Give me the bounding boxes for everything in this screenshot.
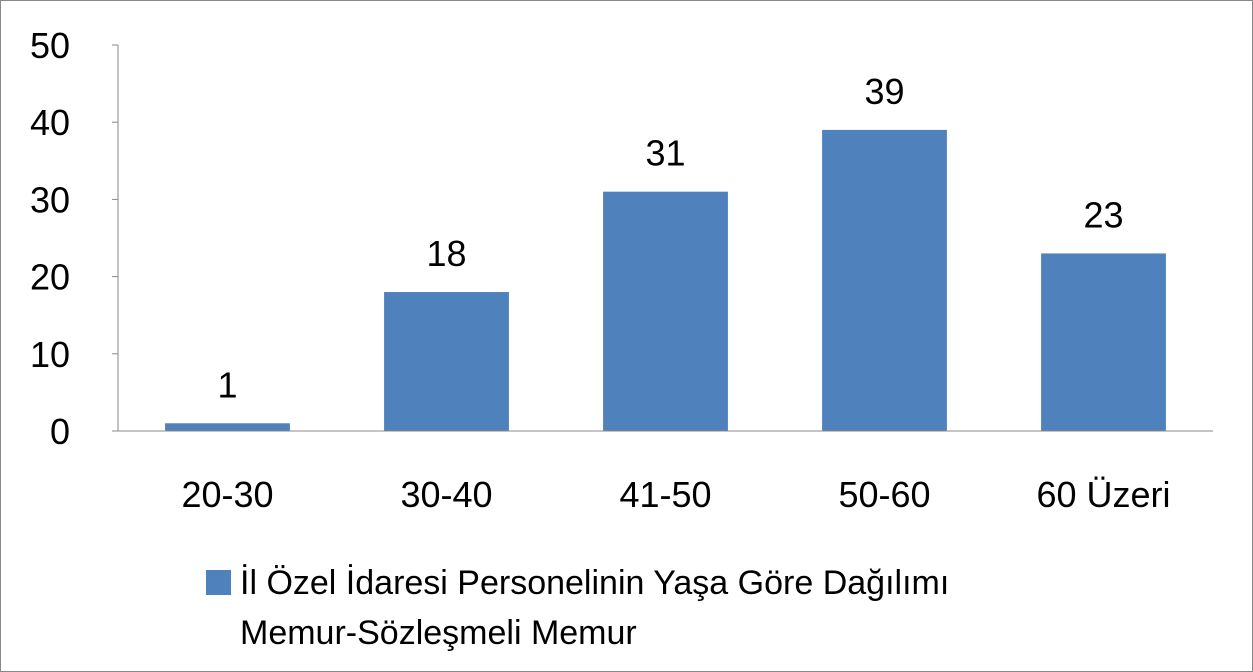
legend-swatch xyxy=(206,570,231,595)
x-tick-label: 60 Üzeri xyxy=(1036,474,1170,515)
bar xyxy=(822,129,947,432)
x-tick-label: 41-50 xyxy=(619,474,711,515)
value-label: 39 xyxy=(864,71,904,112)
y-tick-label: 50 xyxy=(30,25,70,66)
value-label: 31 xyxy=(645,133,685,174)
y-tick-label: 40 xyxy=(30,102,70,143)
x-tick-label: 30-40 xyxy=(400,474,492,515)
y-tick-label: 10 xyxy=(30,334,70,375)
value-label: 23 xyxy=(1083,194,1123,235)
y-tick-label: 30 xyxy=(30,179,70,220)
bar xyxy=(384,292,509,431)
y-tick-label: 0 xyxy=(50,411,70,452)
x-tick-label: 50-60 xyxy=(838,474,930,515)
bar xyxy=(165,423,290,431)
legend-label: İl Özel İdaresi Personelinin Yaşa Göre D… xyxy=(240,564,950,652)
value-label: 18 xyxy=(426,233,466,274)
bar xyxy=(1041,253,1166,431)
legend: İl Özel İdaresi Personelinin Yaşa Göre D… xyxy=(206,558,1066,658)
bar xyxy=(603,191,728,431)
y-tick-label: 20 xyxy=(30,257,70,298)
x-tick-label: 20-30 xyxy=(181,474,273,515)
value-label: 1 xyxy=(217,364,237,405)
